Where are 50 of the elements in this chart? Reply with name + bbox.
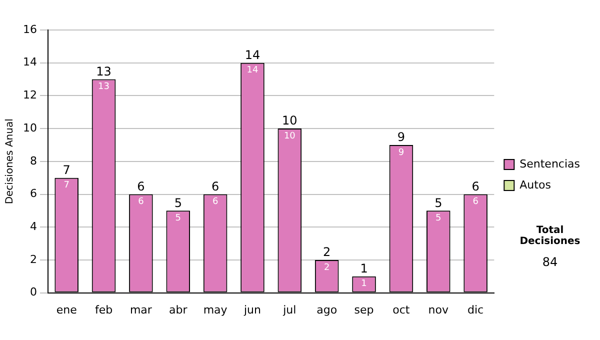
x-tick-label: feb <box>94 303 113 316</box>
legend-label: Sentencias <box>520 157 580 170</box>
text: Total Decisiones <box>518 225 582 247</box>
data-label: 7 <box>64 180 70 191</box>
y-tick-label: 6 <box>30 187 37 200</box>
total-label: 6 <box>472 179 480 194</box>
total-label: 1 <box>360 262 368 276</box>
data-label: 6 <box>212 197 218 208</box>
y-tick-label: 14 <box>22 56 37 69</box>
x-tick-label: abr <box>169 303 188 316</box>
x-tick-label: may <box>203 303 228 316</box>
x-tick-label: jul <box>282 303 296 316</box>
legend-label: Autos <box>520 178 552 192</box>
data-label: 5 <box>436 214 442 224</box>
total-label: 6 <box>211 179 220 194</box>
x-tick-label: dic <box>468 303 484 316</box>
y-tick-label: 12 <box>22 88 37 102</box>
y-tick-label: 10 <box>22 121 37 134</box>
x-tick-label: ago <box>316 303 338 316</box>
total-label: 13 <box>96 64 112 78</box>
y-tick-label: 2 <box>30 252 37 266</box>
total-label: 7 <box>62 162 70 177</box>
total-label: 6 <box>137 179 145 194</box>
total-label: 14 <box>244 48 260 62</box>
total-label: 9 <box>397 130 406 144</box>
y-tick-label: 4 <box>30 220 37 233</box>
data-label: 14 <box>246 66 258 76</box>
y-tick-label: 8 <box>30 154 37 168</box>
data-label: 6 <box>472 197 479 208</box>
data-label: 10 <box>284 131 296 142</box>
data-label: 9 <box>398 148 404 158</box>
x-tick-label: nov <box>428 303 449 316</box>
total-label: 2 <box>323 245 331 260</box>
data-label: 5 <box>175 214 181 224</box>
x-tick-label: sep <box>354 303 374 316</box>
y-tick-label: 0 <box>30 286 37 299</box>
data-label: 2 <box>324 262 330 273</box>
data-label: 13 <box>98 82 110 92</box>
total-label: 10 <box>282 114 298 128</box>
text: 84 <box>541 255 559 269</box>
total-label: 5 <box>434 196 442 210</box>
x-tick-label: oct <box>392 303 410 316</box>
x-tick-label: ene <box>56 303 78 316</box>
y-axis-title: Decisiones Anual <box>4 118 16 204</box>
y-tick-label: 16 <box>22 22 37 36</box>
total-label: 5 <box>174 196 182 210</box>
data-label: 6 <box>138 197 144 208</box>
x-tick-label: mar <box>130 303 152 316</box>
x-tick-label: jun <box>242 303 262 316</box>
data-label: 1 <box>361 279 367 290</box>
